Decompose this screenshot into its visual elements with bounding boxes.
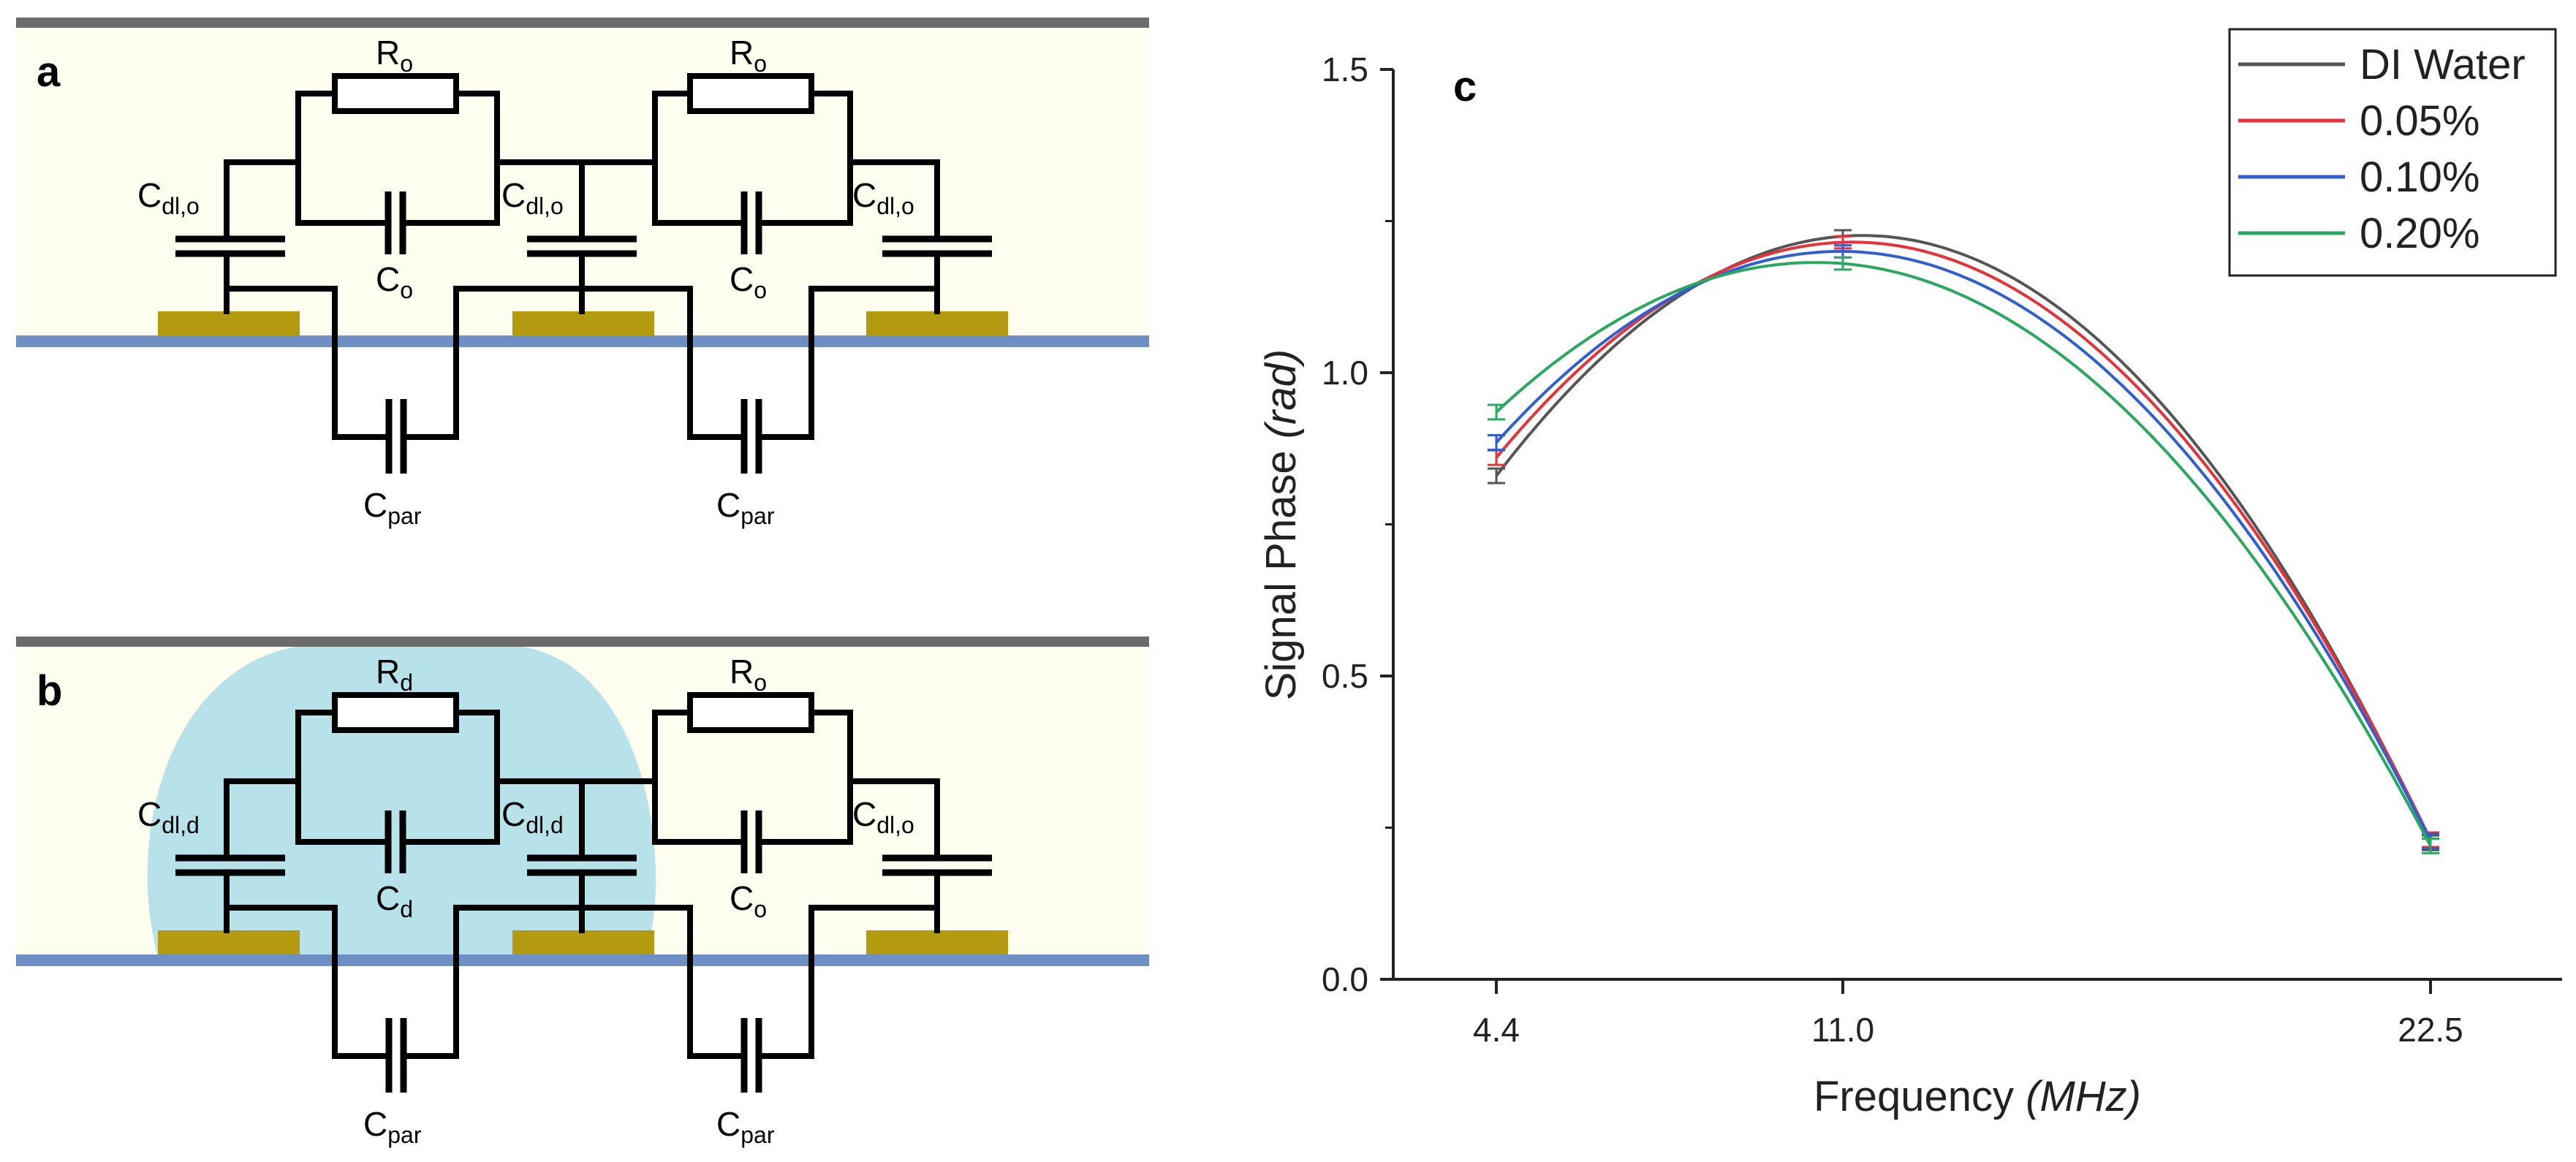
x-axis-title: Frequency (MHz) [1814, 1073, 2141, 1120]
legend-label-di-water: DI Water [2360, 41, 2526, 88]
x-axis-ticks: 4.4 11.0 22.5 [1473, 979, 2463, 1049]
label-parasitic-1: Cpar [363, 486, 422, 529]
y-tick-label-0.0: 0.0 [1322, 960, 1368, 998]
y-axis-title: Signal Phase (rad) [1257, 349, 1305, 700]
circuit-panel-b: b Rd Ro Cd Co Cdl,d Cdl,d Cdl,o Cpar Cpa… [16, 637, 1149, 1148]
series-layer [1488, 229, 2439, 854]
electrode-2 [512, 930, 654, 957]
label-double-layer-3: Cdl,o [852, 176, 914, 219]
panel-label-a: a [37, 48, 61, 96]
electrode-1 [158, 311, 300, 338]
electrode-2 [512, 311, 654, 338]
x-tick-label-11.0: 11.0 [1811, 1011, 1874, 1049]
label-resistor-1: Ro [376, 34, 413, 77]
label-double-layer-3: Cdl,o [852, 795, 914, 838]
y-tick-label-0.5: 0.5 [1322, 657, 1368, 695]
label-cap-1: Cd [376, 879, 413, 922]
y-tick-label-1.0: 1.0 [1322, 354, 1368, 392]
circuit-wiring [175, 73, 992, 474]
label-cap-2: Co [730, 260, 767, 303]
label-double-layer-1: Cdl,d [137, 795, 200, 838]
x-tick-label-22.5: 22.5 [2398, 1011, 2463, 1049]
label-resistor-2: Ro [730, 653, 767, 696]
label-cap-1: Co [376, 260, 413, 303]
y-tick-label-1.5: 1.5 [1322, 50, 1368, 88]
label-double-layer-1: Cdl,o [137, 176, 200, 219]
series-line-di-water [1495, 234, 2432, 844]
label-cap-2: Co [730, 879, 767, 922]
legend-label-0-05-: 0.05% [2360, 97, 2480, 145]
phase-chart: 0.0 0.5 1.0 1.5 4.4 11.0 22.5 c Frequency (MH… [1257, 28, 2562, 1120]
legend-items: DI Water 0.05% 0.10% 0.20% [2238, 41, 2526, 257]
label-parasitic-2: Cpar [716, 1105, 775, 1148]
circuit-panel-a: a Ro Ro Co Co Cdl,o Cdl,o Cdl,o Cpar Cpa… [16, 18, 1149, 529]
label-parasitic-2: Cpar [716, 486, 775, 529]
circuit-wiring [175, 692, 992, 1093]
series-line-0-20- [1495, 261, 2432, 847]
series-line-0-10- [1495, 250, 2432, 842]
label-parasitic-1: Cpar [363, 1105, 422, 1148]
droplet [147, 646, 656, 957]
legend: DI Water 0.05% 0.10% 0.20% [2228, 28, 2557, 277]
panel-label-b: b [37, 667, 62, 715]
label-double-layer-2: Cdl,o [501, 176, 564, 219]
legend-label-0-20-: 0.20% [2360, 210, 2480, 257]
x-tick-label-4.4: 4.4 [1473, 1011, 1520, 1049]
label-resistor-1: Rd [376, 653, 413, 696]
panel-label-c: c [1453, 63, 1477, 110]
series-line-0-05- [1495, 240, 2432, 840]
electrode-1 [158, 930, 300, 957]
electrode-3 [866, 930, 1008, 957]
y-axis-ticks: 0.0 0.5 1.0 1.5 [1322, 50, 1393, 998]
label-resistor-2: Ro [730, 34, 767, 77]
label-double-layer-2: Cdl,d [501, 795, 564, 838]
legend-label-0-10-: 0.10% [2360, 153, 2480, 201]
electrode-3 [866, 311, 1008, 338]
